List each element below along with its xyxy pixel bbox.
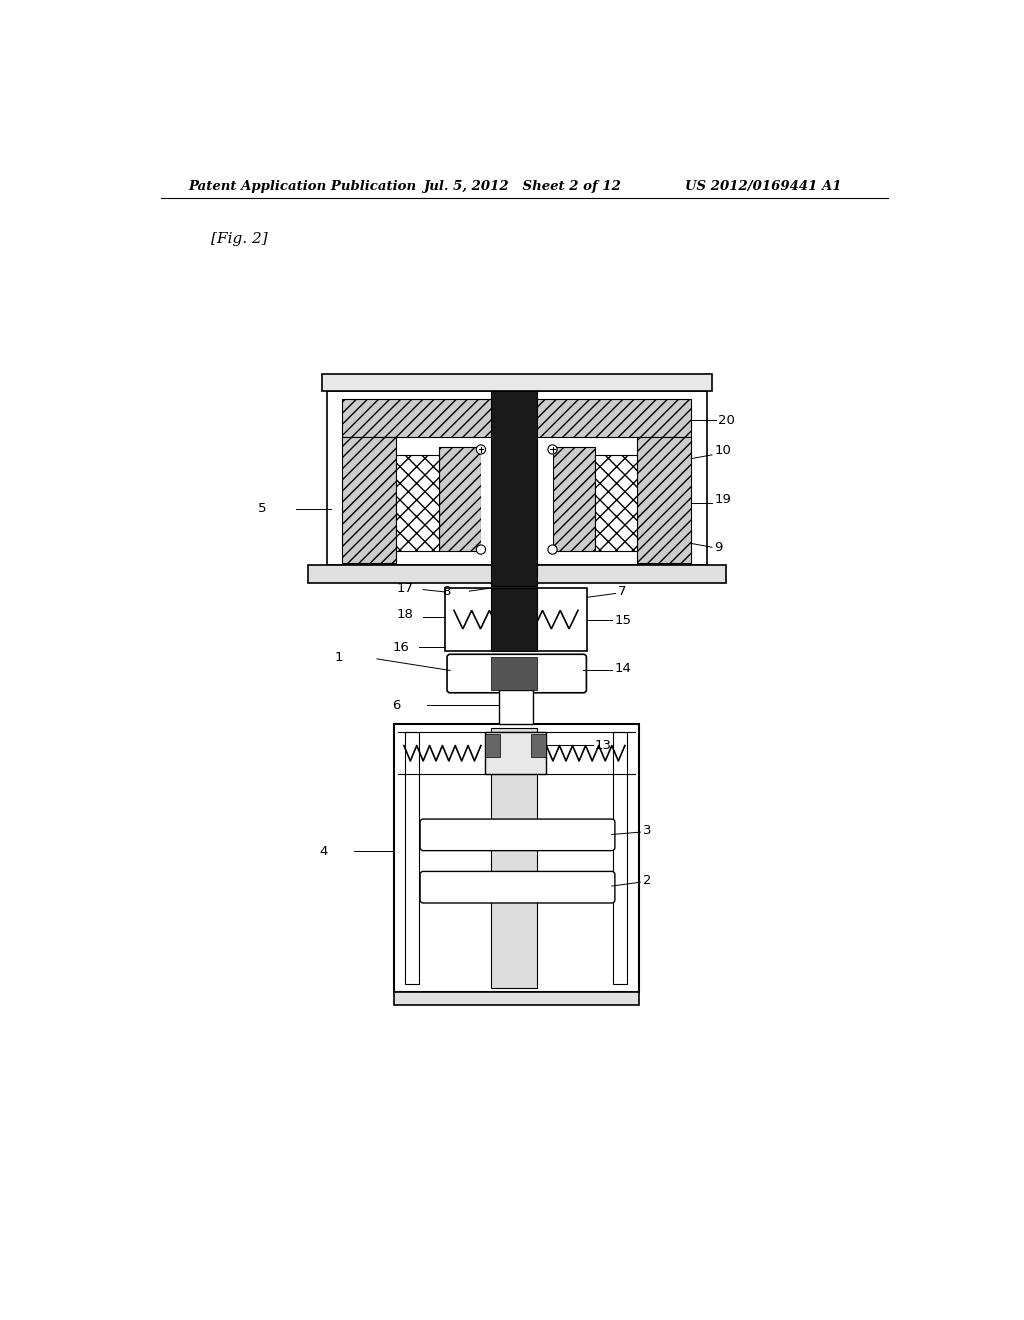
Bar: [490, 589, 538, 651]
Text: 18: 18: [396, 607, 413, 620]
Bar: [538, 447, 553, 552]
Bar: [637, 437, 691, 562]
Text: 7: 7: [617, 585, 627, 598]
Bar: [327, 391, 707, 565]
Text: 5: 5: [258, 502, 266, 515]
Text: US 2012/0169441 A1: US 2012/0169441 A1: [685, 181, 842, 194]
Bar: [531, 734, 547, 758]
Text: 10: 10: [714, 445, 731, 458]
Bar: [444, 589, 587, 651]
Bar: [396, 455, 438, 552]
Text: Jul. 5, 2012   Sheet 2 of 12: Jul. 5, 2012 Sheet 2 of 12: [423, 181, 621, 194]
Bar: [490, 657, 538, 689]
Bar: [481, 447, 490, 552]
Text: 4: 4: [319, 845, 328, 858]
Text: 6: 6: [392, 698, 400, 711]
Bar: [342, 437, 396, 562]
Text: Patent Application Publication: Patent Application Publication: [188, 181, 417, 194]
Text: 2: 2: [643, 874, 651, 887]
Text: 13: 13: [595, 739, 612, 751]
Bar: [490, 729, 538, 987]
FancyBboxPatch shape: [420, 871, 614, 903]
Bar: [595, 455, 637, 552]
Bar: [499, 690, 532, 725]
Bar: [484, 734, 500, 758]
Text: 9: 9: [714, 541, 723, 554]
Bar: [394, 991, 639, 1006]
Bar: [438, 447, 481, 552]
Text: 15: 15: [614, 614, 631, 627]
Text: 3: 3: [643, 824, 651, 837]
Bar: [322, 374, 712, 391]
FancyBboxPatch shape: [447, 655, 587, 693]
Circle shape: [476, 445, 485, 454]
Circle shape: [548, 445, 557, 454]
Text: 14: 14: [614, 663, 631, 676]
Text: 17: 17: [396, 582, 414, 594]
Bar: [484, 733, 547, 775]
Bar: [307, 565, 726, 583]
Text: 16: 16: [392, 640, 410, 653]
Text: [Fig. 2]: [Fig. 2]: [211, 232, 268, 246]
Circle shape: [476, 545, 485, 554]
Bar: [342, 399, 691, 437]
Text: 8: 8: [442, 585, 451, 598]
Bar: [490, 391, 538, 586]
Bar: [613, 733, 628, 983]
Bar: [394, 725, 639, 991]
Text: 1: 1: [335, 651, 343, 664]
Bar: [406, 733, 419, 983]
Text: 19: 19: [714, 492, 731, 506]
Bar: [553, 447, 595, 552]
Circle shape: [548, 545, 557, 554]
Text: 20: 20: [718, 413, 735, 426]
FancyBboxPatch shape: [420, 818, 614, 850]
